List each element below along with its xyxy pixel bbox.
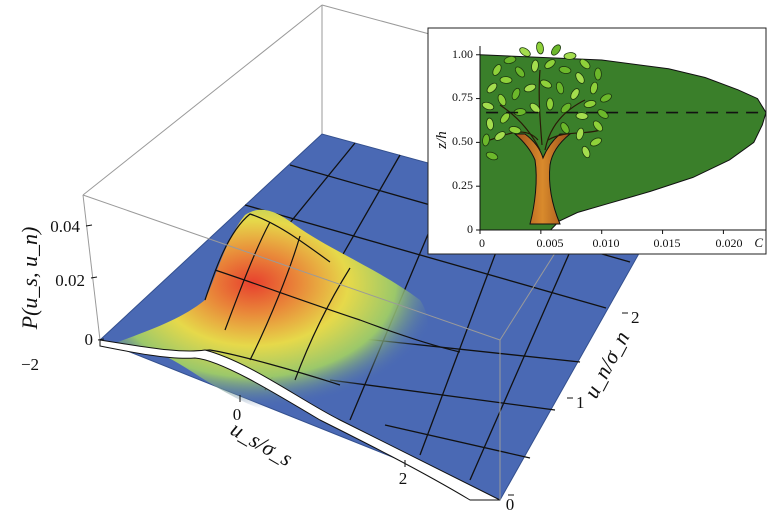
leaf	[536, 41, 544, 55]
inset-x-tick-label: 0.010	[593, 236, 620, 250]
leaf	[600, 93, 612, 103]
x-tick-label: 2	[399, 469, 408, 488]
tree-trunk	[513, 133, 572, 225]
leaf	[560, 122, 570, 134]
leaf	[511, 87, 521, 101]
z-tick-label: 0.04	[50, 217, 80, 236]
inset-y-tick-label: 1.00	[452, 47, 473, 61]
tree-branch	[499, 104, 541, 151]
inset-chart: 0 0.25 0.50 0.75 1.00 0 0.005 0.010 0.01…	[427, 27, 767, 255]
inset-x-axis-label: C	[754, 235, 763, 250]
leaf	[523, 83, 537, 93]
leaf	[544, 59, 556, 69]
axis-ticks-3d	[85, 224, 628, 496]
leaf	[486, 82, 498, 94]
tree-foliage	[481, 41, 612, 161]
leaf	[597, 109, 609, 119]
box-edge	[82, 4, 323, 196]
grid-line	[204, 213, 331, 301]
leaf	[529, 102, 541, 114]
leaf	[503, 56, 517, 64]
inset-y-tick-label: 0.75	[452, 90, 473, 104]
leaf	[485, 151, 499, 161]
leaf	[519, 47, 531, 57]
tree-branch	[538, 69, 543, 146]
grid-line	[249, 235, 301, 361]
x-tick-label: −2	[21, 355, 39, 374]
leaf	[486, 117, 494, 131]
z-axis-label: P(u_s, u_n)	[17, 227, 42, 331]
inset-x-tick-label: 0.005	[537, 236, 564, 250]
inset-y-tick-label: 0.25	[452, 178, 473, 192]
leaf	[494, 131, 506, 141]
leaf	[481, 101, 495, 111]
inset-x-tick-label: 0.020	[716, 236, 743, 250]
tree-branch	[547, 129, 601, 141]
grid-line	[384, 424, 531, 459]
tree-branch	[544, 99, 586, 151]
y-tick-label: 0	[506, 495, 515, 514]
grid-line	[224, 221, 271, 331]
leaf	[575, 72, 585, 84]
leaf	[540, 79, 552, 89]
leaf	[508, 126, 522, 134]
z-tick-label: 0.02	[55, 271, 85, 290]
y-tick-label: 2	[631, 308, 640, 327]
box-edge	[82, 194, 101, 341]
surface-peak	[110, 209, 428, 419]
leaf	[555, 81, 565, 95]
leaf	[492, 64, 502, 76]
inset-y-tick-label: 0	[467, 222, 473, 236]
inset-y-axis-label: z/h	[434, 131, 450, 150]
grid-line	[294, 267, 351, 381]
x-axis-label: u_s/σ_s	[226, 416, 297, 471]
tick-mark	[85, 224, 93, 227]
tree-illustration	[481, 41, 612, 225]
y-tick-label: 1	[576, 393, 585, 412]
leaf	[551, 44, 561, 56]
leaf	[575, 112, 589, 120]
grid-line	[244, 204, 607, 309]
x-tick-label: 0	[233, 405, 242, 424]
leaf	[497, 93, 507, 107]
leaf	[499, 76, 513, 84]
z-tick-label: 0	[85, 330, 94, 349]
leaf	[570, 88, 580, 100]
leaf	[482, 133, 490, 147]
leaf	[558, 66, 572, 74]
leaf	[583, 100, 597, 108]
tick-mark	[90, 276, 98, 279]
leaf	[546, 97, 554, 111]
tick-mark	[97, 338, 105, 341]
inset-x-tick-label: 0.015	[654, 236, 681, 250]
inset-y-tick-label: 0.50	[452, 134, 473, 148]
inset-axes	[476, 46, 766, 234]
leaf	[563, 52, 577, 60]
leaf	[575, 127, 585, 141]
leaf	[560, 102, 572, 114]
leaf	[594, 67, 602, 81]
leaf	[579, 58, 591, 70]
leaf	[590, 137, 602, 147]
leaf	[514, 66, 526, 78]
leaf	[531, 59, 539, 73]
grid-line	[214, 269, 461, 353]
leaf	[581, 145, 591, 159]
leaf	[592, 120, 604, 132]
inset-x-tick-label: 0	[479, 236, 485, 250]
leaf	[589, 81, 599, 95]
box-edge	[82, 194, 501, 341]
